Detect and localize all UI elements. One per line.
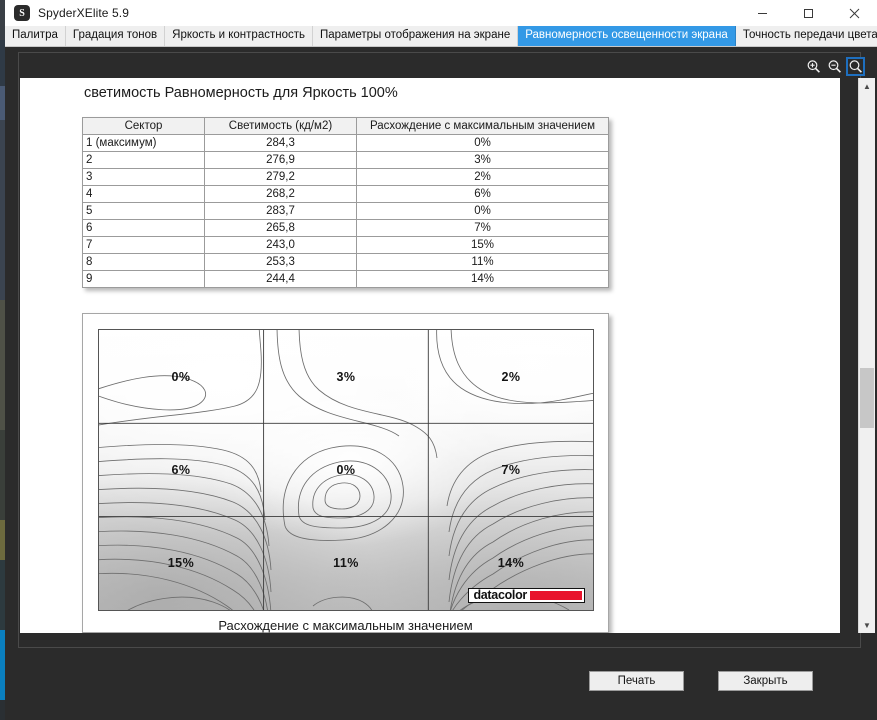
cell-sector: 4 — [82, 185, 205, 203]
scroll-up-arrow-icon[interactable]: ▲ — [859, 78, 875, 94]
table-row: 9 244,4 14% — [82, 270, 609, 288]
uniformity-contour-panel: 0% 3% 2% 6% 0% 7% 15% 11% 14% datacolor — [82, 313, 609, 633]
tab-color-accuracy[interactable]: Точность передачи цвета — [735, 26, 877, 46]
cell-deviation: 15% — [356, 236, 609, 254]
cell-deviation: 2% — [356, 168, 609, 186]
cell-luminance: 268,2 — [204, 185, 357, 203]
zoom-toolbar — [804, 57, 865, 76]
tab-brightness-contrast[interactable]: Яркость и контрастность — [165, 26, 313, 46]
cell-sector: 6 — [82, 219, 205, 237]
tab-screen-uniformity[interactable]: Равномерность освещенности экрана — [518, 26, 736, 46]
print-button[interactable]: Печать — [589, 671, 684, 691]
report-page: светимость Равномерность для Яркость 100… — [20, 78, 840, 633]
document-scroll-area[interactable]: светимость Равномерность для Яркость 100… — [20, 78, 858, 633]
contour-plot: 0% 3% 2% 6% 0% 7% 15% 11% 14% datacolor — [98, 329, 594, 611]
spyder-app-icon: S — [14, 5, 30, 21]
close-button[interactable]: Закрыть — [718, 671, 813, 691]
tab-display-params[interactable]: Параметры отображения на экране — [313, 26, 519, 46]
close-icon[interactable] — [831, 0, 877, 26]
cell-sector: 3 — [82, 168, 205, 186]
cell-luminance: 244,4 — [204, 270, 357, 288]
cell-deviation: 3% — [356, 151, 609, 169]
tab-bar: Палитра Градация тонов Яркость и контрас… — [5, 26, 877, 47]
window-controls — [739, 0, 877, 26]
uniformity-table: Сектор Светимость (кд/м2) Расхождение с … — [82, 117, 609, 288]
window-title: SpyderXElite 5.9 — [38, 6, 129, 20]
desktop-background-sliver — [0, 0, 5, 720]
cell-luminance: 253,3 — [204, 253, 357, 271]
col-header-luminance: Светимость (кд/м2) — [204, 117, 357, 135]
col-header-deviation: Расхождение с максимальным значением — [356, 117, 609, 135]
cell-sector: 1 (максимум) — [82, 134, 205, 152]
table-row: 7 243,0 15% — [82, 236, 609, 254]
cell-luminance: 265,8 — [204, 219, 357, 237]
zoom-fit-icon[interactable] — [846, 57, 865, 76]
tab-tone-gradation[interactable]: Градация тонов — [65, 26, 166, 46]
cell-luminance: 243,0 — [204, 236, 357, 254]
table-row: 2 276,9 3% — [82, 151, 609, 169]
vertical-scroll-thumb[interactable] — [860, 368, 874, 428]
scroll-down-arrow-icon[interactable]: ▼ — [859, 617, 875, 633]
cell-deviation: 11% — [356, 253, 609, 271]
col-header-sector: Сектор — [82, 117, 205, 135]
datacolor-logo-text: datacolor — [473, 588, 527, 603]
datacolor-logo-bar — [530, 591, 582, 600]
table-row: 6 265,8 7% — [82, 219, 609, 237]
cell-deviation: 0% — [356, 202, 609, 220]
contour-svg — [99, 330, 593, 610]
vertical-scrollbar[interactable]: ▲ ▼ — [858, 78, 875, 633]
cell-deviation: 7% — [356, 219, 609, 237]
cell-deviation: 0% — [356, 134, 609, 152]
zoom-out-icon[interactable] — [825, 57, 844, 76]
zoom-in-icon[interactable] — [804, 57, 823, 76]
cell-sector: 9 — [82, 270, 205, 288]
cell-luminance: 279,2 — [204, 168, 357, 186]
cell-deviation: 6% — [356, 185, 609, 203]
cell-luminance: 284,3 — [204, 134, 357, 152]
maximize-icon[interactable] — [785, 0, 831, 26]
table-row: 3 279,2 2% — [82, 168, 609, 186]
page-title: светимость Равномерность для Яркость 100… — [84, 85, 398, 101]
datacolor-logo: datacolor — [468, 588, 585, 603]
cell-deviation: 14% — [356, 270, 609, 288]
table-row: 4 268,2 6% — [82, 185, 609, 203]
table-row: 5 283,7 0% — [82, 202, 609, 220]
tab-palette[interactable]: Палитра — [5, 26, 66, 46]
title-bar: S SpyderXElite 5.9 — [5, 0, 877, 26]
cell-sector: 5 — [82, 202, 205, 220]
cell-sector: 7 — [82, 236, 205, 254]
cell-luminance: 283,7 — [204, 202, 357, 220]
table-row: 8 253,3 11% — [82, 253, 609, 271]
table-header-row: Сектор Светимость (кд/м2) Расхождение с … — [82, 117, 609, 135]
cell-luminance: 276,9 — [204, 151, 357, 169]
cell-sector: 8 — [82, 253, 205, 271]
table-row: 1 (максимум) 284,3 0% — [82, 134, 609, 152]
footer-bar: Печать Закрыть — [5, 654, 877, 720]
cell-sector: 2 — [82, 151, 205, 169]
minimize-icon[interactable] — [739, 0, 785, 26]
contour-caption: Расхождение с максимальным значением — [218, 618, 473, 633]
